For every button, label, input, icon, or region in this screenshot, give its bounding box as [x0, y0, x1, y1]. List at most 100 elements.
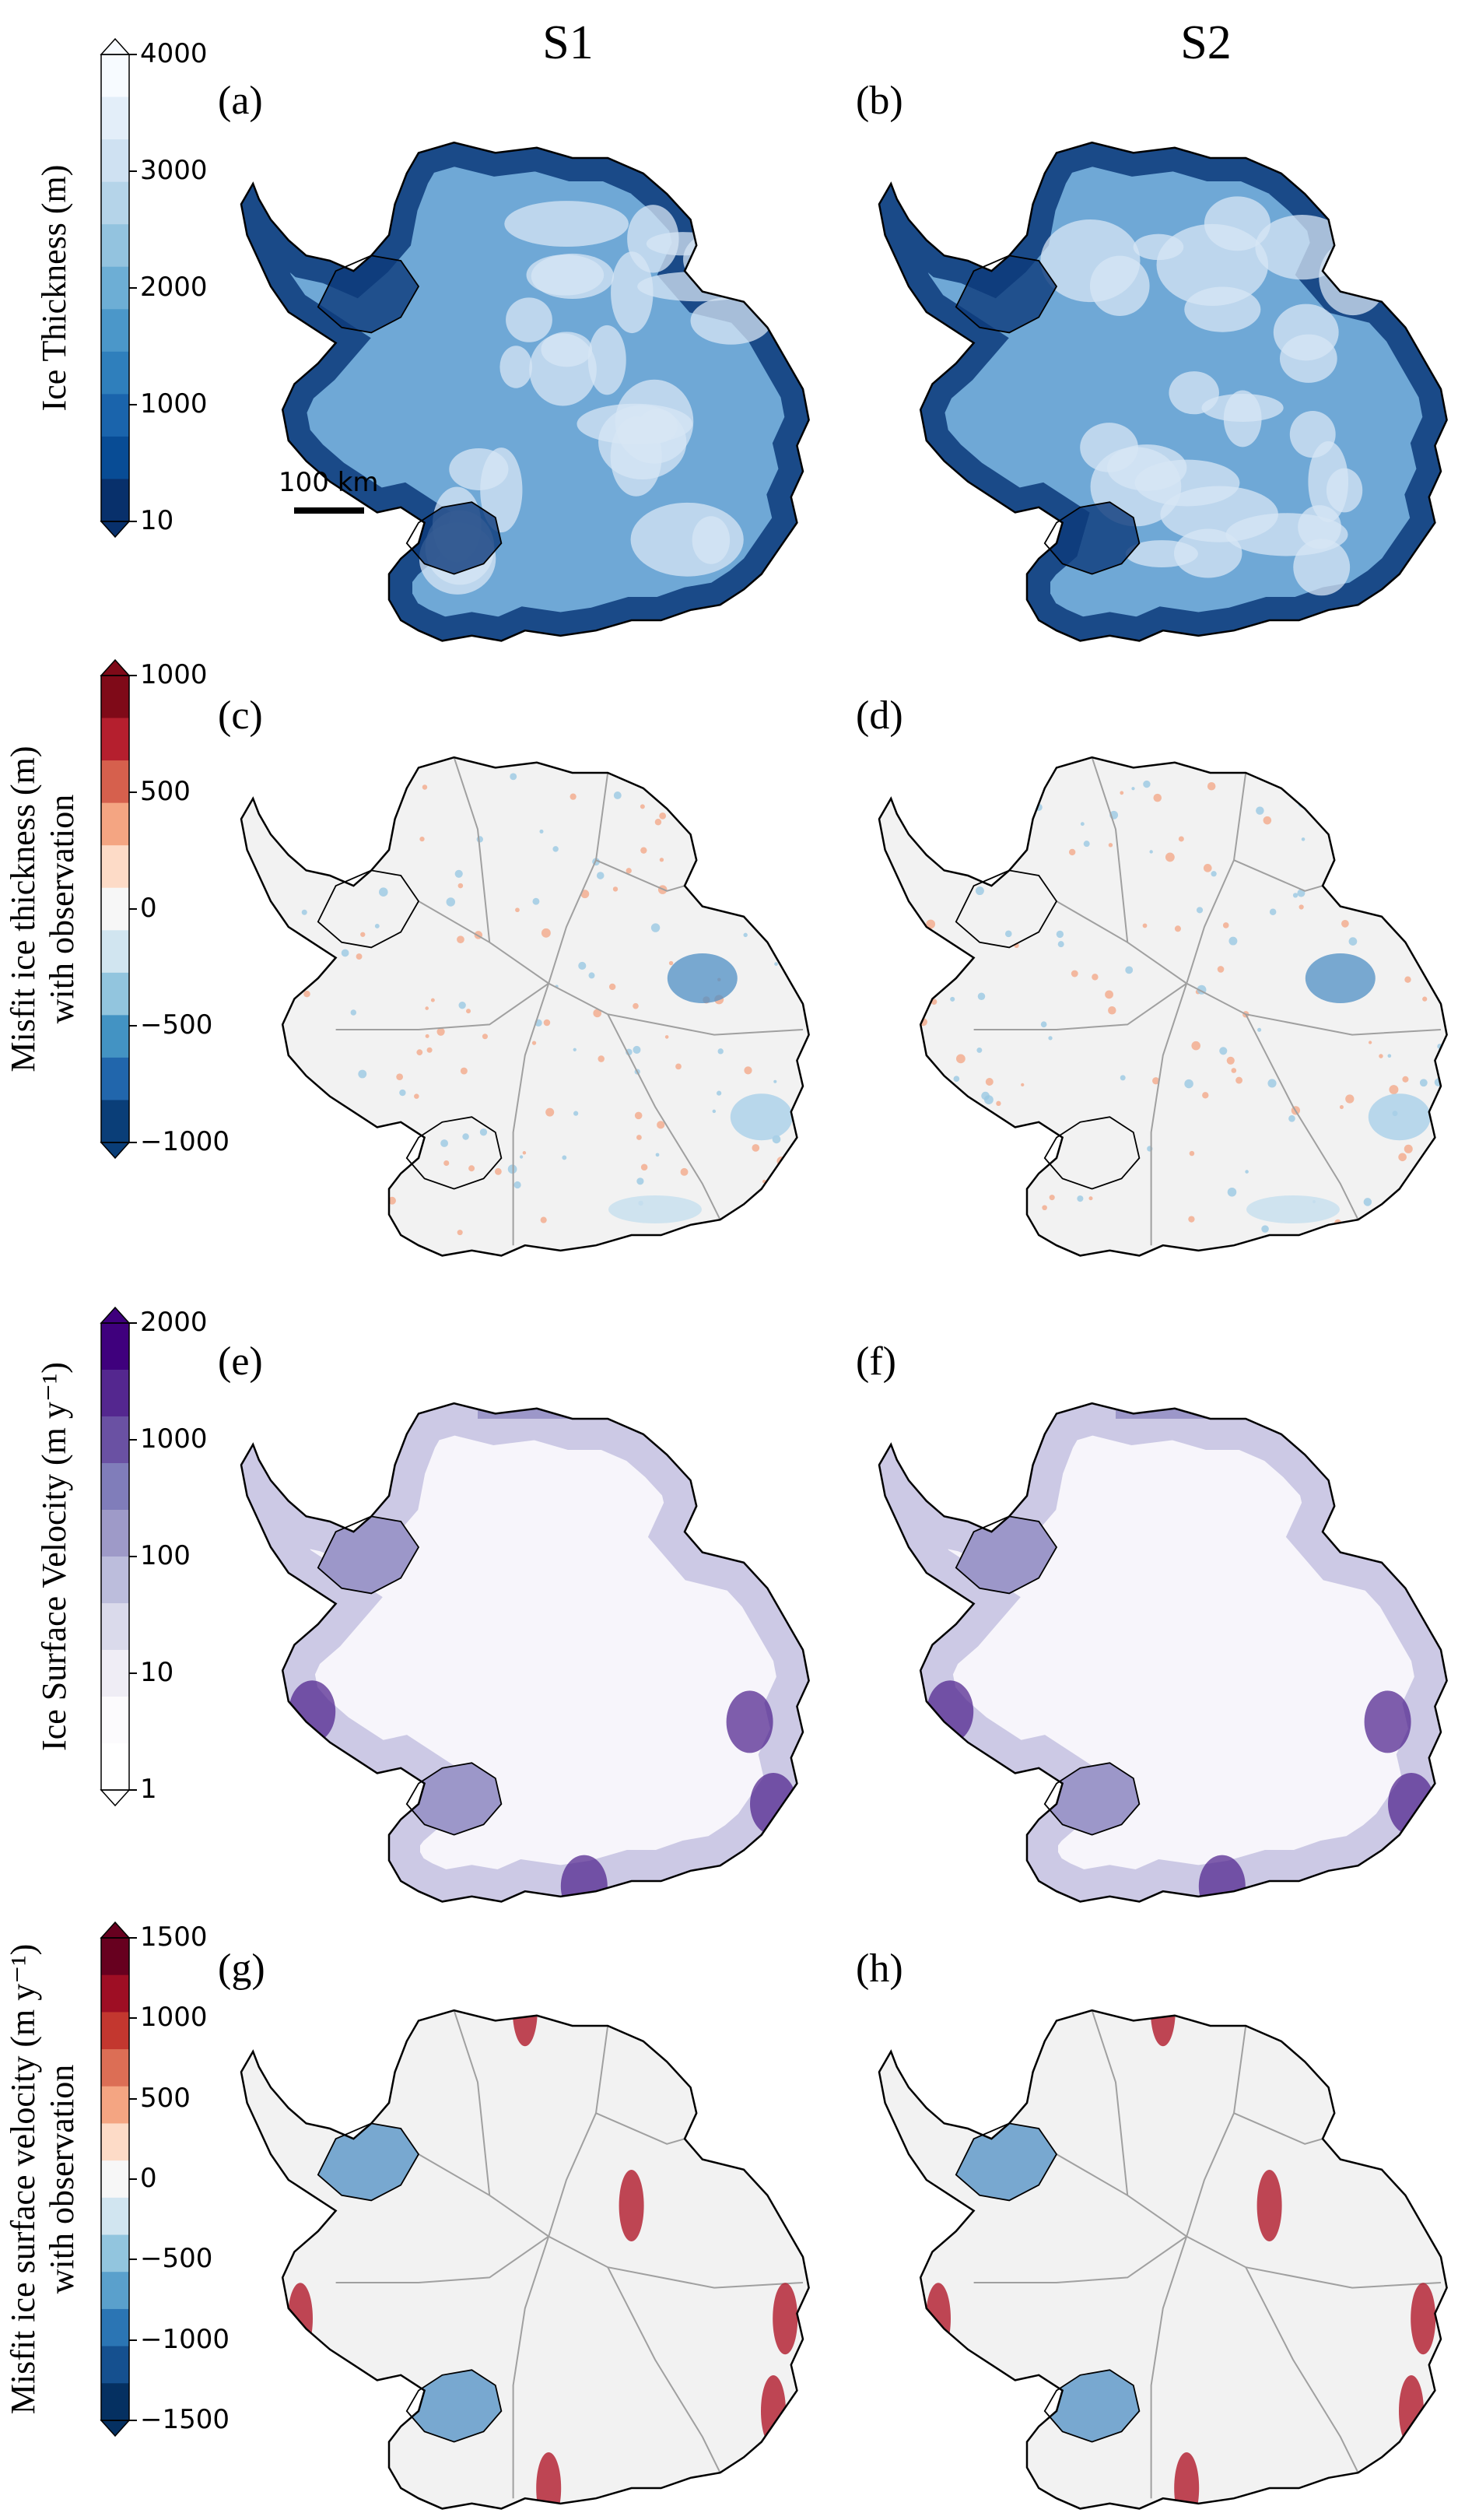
panel-label: (d)	[856, 693, 903, 738]
panel-label: (b)	[856, 79, 903, 123]
colorbar-segment	[101, 1743, 129, 1791]
coastline	[878, 141, 1448, 642]
colorbar-segment	[101, 224, 129, 268]
colorbar-tick-label: 1500	[140, 1922, 208, 1953]
colorbar-segment	[101, 351, 129, 395]
coastline	[878, 1402, 1448, 1903]
colorbar-segment	[101, 1697, 129, 1744]
colorbar-label-line: Ice Thickness (m)	[35, 164, 73, 412]
colorbar-segment	[101, 181, 129, 225]
colorbar-segment	[101, 718, 129, 761]
colorbar-segment	[101, 760, 129, 804]
map-panel	[240, 1402, 810, 1903]
map-panel	[240, 2009, 810, 2510]
panel-label: (c)	[218, 693, 263, 738]
colorbar-segment	[101, 2086, 129, 2124]
coastline	[240, 756, 810, 1257]
colorbar-label: Ice Thickness (m)	[35, 39, 74, 537]
colorbar	[100, 658, 131, 1160]
antarctica-map	[879, 757, 1447, 1256]
column-title: S2	[1180, 16, 1232, 69]
colorbar-tick-label: 3000	[140, 155, 208, 186]
colorbar-segment	[101, 802, 129, 846]
colorbar-tick-label: 2000	[140, 272, 208, 303]
panel-label: (g)	[218, 1946, 265, 1991]
colorbar-tick-label: −1500	[140, 2404, 230, 2435]
colorbar-label-line: with observation	[43, 2064, 81, 2294]
colorbar-segment	[101, 1416, 129, 1464]
colorbar-extend-max	[100, 37, 131, 55]
colorbar-segment	[101, 845, 129, 889]
colorbar-tick-label: −1000	[140, 1126, 230, 1157]
colorbar-tick-label: 1000	[140, 388, 208, 419]
colorbar-label: Misfit ice surface velocity (m y⁻¹) with …	[4, 1922, 82, 2436]
colorbar-segment	[101, 1323, 129, 1371]
colorbar-label: Misfit ice thickness (m) with observation	[4, 660, 82, 1158]
colorbar-segment	[101, 2272, 129, 2310]
colorbar-segment	[101, 2346, 129, 2384]
colorbar-tick-label: −500	[140, 2243, 213, 2275]
colorbar-segment	[101, 1603, 129, 1651]
colorbar-segment	[101, 54, 129, 98]
colorbar-segment	[101, 139, 129, 183]
colorbar-segment	[101, 1100, 129, 1143]
colorbar-label-line: Ice Surface Velocity (m y⁻¹)	[35, 1362, 73, 1751]
colorbar-segment	[101, 930, 129, 974]
coastline	[240, 1402, 810, 1903]
colorbar-extend-max	[100, 1306, 131, 1324]
antarctica-map	[241, 757, 809, 1256]
colorbar-segment	[101, 2197, 129, 2236]
colorbar-segment	[101, 2234, 129, 2273]
colorbar-extend-min	[100, 1142, 131, 1160]
colorbar-segment	[101, 1650, 129, 1697]
antarctica-map	[241, 2010, 809, 2509]
colorbar-segment	[101, 1370, 129, 1417]
scale-bar-label: 100 km	[279, 467, 379, 498]
map-panel	[878, 2009, 1448, 2510]
colorbar-segment	[101, 1463, 129, 1511]
colorbar-tick-label: 0	[140, 893, 157, 924]
colorbar-tick-label: −500	[140, 1009, 213, 1041]
antarctica-map	[879, 2010, 1447, 2509]
colorbar-tick-label: 1000	[140, 1423, 208, 1455]
colorbar-tick-label: 10	[140, 1657, 174, 1688]
colorbar-segment	[101, 1557, 129, 1604]
colorbar-segment	[101, 266, 129, 310]
colorbar-label: Ice Surface Velocity (m y⁻¹)	[35, 1307, 74, 1806]
colorbar-segment	[101, 1015, 129, 1058]
colorbar-tick-label: 100	[140, 1540, 191, 1571]
colorbar-segment	[101, 2049, 129, 2087]
map-panel	[878, 756, 1448, 1257]
colorbar	[100, 1921, 131, 2438]
column-title: S1	[542, 16, 594, 69]
colorbar-segment	[101, 479, 129, 522]
colorbar-segment	[101, 2383, 129, 2421]
colorbar-segment	[101, 972, 129, 1016]
colorbar-label-line: Misfit ice surface velocity (m y⁻¹)	[4, 1943, 42, 2415]
colorbar-tick-label: −1000	[140, 2323, 230, 2355]
colorbar-segment	[101, 887, 129, 931]
colorbar-tick-label: 2000	[140, 1307, 208, 1338]
colorbar-label-line: with observation	[43, 794, 81, 1024]
colorbar-segment	[101, 1974, 129, 2013]
colorbar-segment	[101, 2160, 129, 2199]
colorbar-extend-min	[100, 521, 131, 539]
colorbar-tick-label: 1	[140, 1774, 157, 1805]
colorbar-label-line: Misfit ice thickness (m)	[4, 746, 42, 1072]
panel-label: (f)	[856, 1339, 896, 1384]
colorbar-segment	[101, 1938, 129, 1976]
colorbar-tick-label: 4000	[140, 38, 208, 69]
colorbar-segment	[101, 309, 129, 353]
colorbar-tick-label: 10	[140, 505, 174, 536]
scale-bar	[294, 507, 364, 514]
colorbar-tick-label: 500	[140, 776, 191, 807]
colorbar-extend-max	[100, 1921, 131, 1939]
panel-label: (a)	[218, 79, 263, 123]
colorbar-tick-label: 500	[140, 2082, 191, 2114]
colorbar-segment	[101, 436, 129, 479]
coastline	[240, 141, 810, 642]
colorbar-segment	[101, 676, 129, 719]
map-panel	[878, 141, 1448, 642]
coastline	[878, 2009, 1448, 2510]
colorbar	[100, 37, 131, 539]
